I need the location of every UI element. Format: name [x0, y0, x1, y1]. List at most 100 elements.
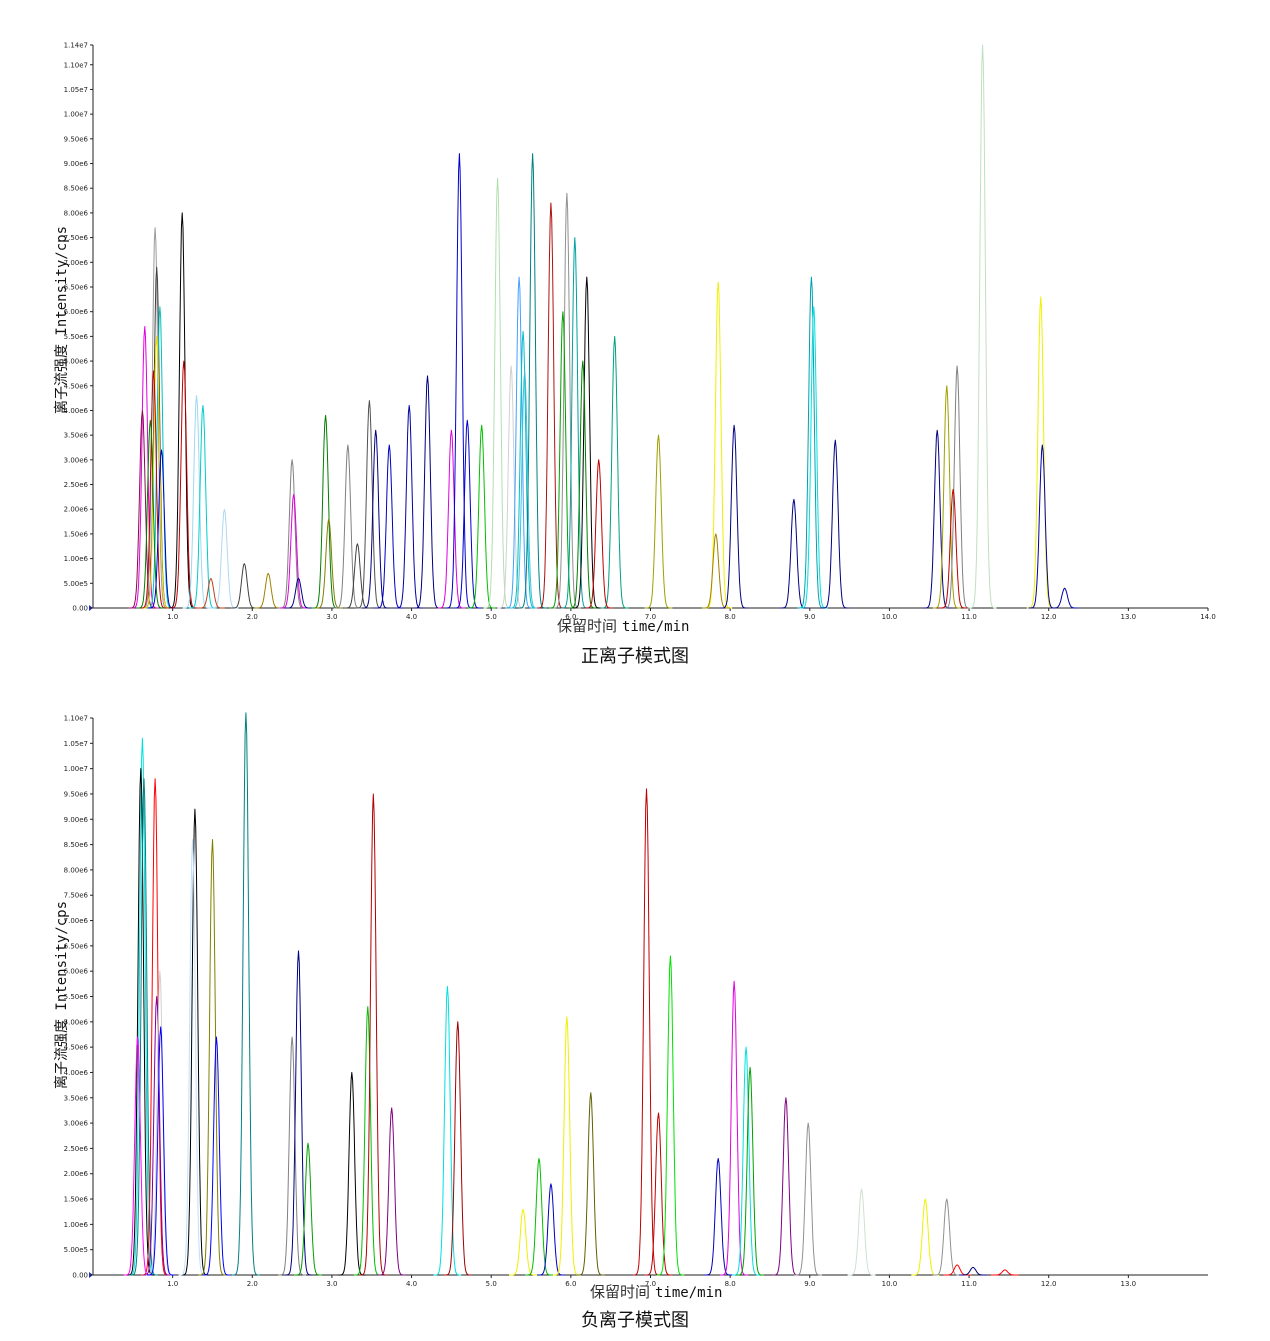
- negative-chromatogram-peak: [704, 1158, 733, 1276]
- negative-chromatogram-peak: [433, 985, 462, 1276]
- positive-x-tick-label: 12.0: [1041, 613, 1057, 621]
- positive-chromatogram-peak: [510, 370, 539, 609]
- positive-chromatogram-peak: [279, 493, 308, 609]
- positive-x-tick-label: 8.0: [725, 613, 736, 621]
- positive-chromatogram-peak: [343, 543, 372, 609]
- negative-chromatogram-peak: [181, 808, 209, 1276]
- negative-chromatogram-peak: [576, 1092, 605, 1276]
- positive-chromatogram-peak: [600, 335, 629, 609]
- positive-chart-title: 正离子模式图: [581, 646, 689, 667]
- positive-chromatogram-peak: [704, 281, 733, 609]
- negative-chart-title: 负离子模式图: [581, 1310, 689, 1331]
- positive-chromatogram-peak: [518, 153, 547, 609]
- positive-y-tick-label: 1.10e7: [64, 61, 88, 69]
- positive-y-tick-label: 2.50e6: [64, 481, 89, 489]
- positive-mode-chart: 0.00 5.00e5 1.00e6 1.50e6 2.00e6 2.50e6 3.00e6…: [53, 42, 1216, 668]
- negative-x-tick-label: 2.0: [247, 1280, 258, 1288]
- positive-chromatogram-peak: [797, 276, 826, 609]
- positive-y-tick-label: 4.00e6: [64, 407, 89, 415]
- negative-chromatogram-peak: [911, 1198, 940, 1276]
- positive-y-tick-label: 5.50e6: [64, 333, 89, 341]
- negative-y-axis-label: 离子流强度 Intensity/cps: [53, 901, 70, 1089]
- positive-chromatogram-peak: [141, 227, 170, 609]
- negative-y-tick-label: 6.50e6: [64, 942, 89, 950]
- negative-y-tick-label: 1.05e7: [64, 740, 88, 748]
- positive-chromatogram-peak: [923, 429, 952, 609]
- negative-y-tick-label: 4.50e6: [64, 1044, 89, 1052]
- negative-y-tick-label: 8.00e6: [64, 866, 89, 874]
- negative-mode-chart: 0.00 5.00e5 1.00e6 1.50e6 2.00e6 2.50e6 3.00e6…: [53, 712, 1208, 1331]
- positive-y-tick-label: 2.00e6: [64, 506, 89, 514]
- negative-chromatogram-peak: [377, 1107, 406, 1276]
- positive-chromatogram-peak: [1028, 444, 1057, 609]
- positive-y-tick-label: 3.50e6: [64, 432, 89, 440]
- negative-x-tick-label: 8.0: [725, 1280, 736, 1288]
- positive-axes: 0.00 5.00e5 1.00e6 1.50e6 2.00e6 2.50e6 3.00e6…: [64, 42, 1216, 622]
- positive-x-tick-label: 10.0: [882, 613, 898, 621]
- negative-x-tick-label: 6.0: [565, 1280, 576, 1288]
- negative-x-tick-label: 7.0: [645, 1280, 656, 1288]
- positive-x-tick-label: 6.0: [565, 613, 576, 621]
- positive-chromatogram-peak: [437, 429, 466, 609]
- positive-traces: [128, 44, 1079, 609]
- negative-chromatogram-peak: [353, 1006, 382, 1276]
- positive-chromatogram-peak: [146, 306, 174, 609]
- positive-y-tick-label: 1.00e7: [64, 111, 88, 119]
- positive-x-tick-label: 2.0: [247, 613, 258, 621]
- positive-y-tick-label: 6.50e6: [64, 283, 89, 291]
- positive-chromatogram-peak: [254, 572, 283, 609]
- positive-chromatogram-peak: [467, 424, 496, 609]
- positive-chromatogram-peak: [142, 335, 171, 609]
- positive-chromatogram-peak: [1026, 296, 1055, 609]
- negative-y-tick-label: 5.50e6: [64, 993, 89, 1001]
- positive-y-tick-label: 1.50e6: [64, 530, 89, 538]
- positive-y-tick-label: 9.00e6: [64, 160, 89, 168]
- negative-chromatogram-peak: [337, 1072, 366, 1276]
- positive-chromatogram-peak: [278, 459, 306, 609]
- negative-y-tick-label: 8.50e6: [64, 841, 89, 849]
- positive-y-tick-label: 1.14e7: [64, 42, 88, 50]
- positive-chromatogram-peak: [560, 237, 589, 609]
- negative-x-tick-label: 1.0: [167, 1280, 178, 1288]
- negative-chromatogram-peak: [772, 1097, 800, 1276]
- negative-chromatogram-peak: [509, 1208, 537, 1276]
- positive-x-tick-label: 13.0: [1121, 613, 1137, 621]
- positive-chromatogram-peak: [311, 414, 340, 609]
- negative-y-tick-label: 3.00e6: [64, 1120, 89, 1128]
- positive-chromatogram-peak: [284, 577, 313, 609]
- negative-x-tick-label: 3.0: [326, 1280, 337, 1288]
- negative-x-tick-label: 4.0: [406, 1280, 417, 1288]
- positive-y-tick-label: 7.50e6: [64, 234, 89, 242]
- negative-chromatogram-peak: [130, 778, 158, 1276]
- positive-y-tick-label: 3.00e6: [64, 456, 89, 464]
- negative-chromatogram-peak: [732, 1046, 760, 1276]
- positive-chromatogram-peak: [537, 202, 565, 609]
- negative-chromatogram-peak: [142, 996, 171, 1276]
- positive-y-tick-label: 6.00e6: [64, 308, 89, 316]
- negative-chromatogram-peak: [525, 1158, 553, 1276]
- positive-x-tick-label: 3.0: [326, 613, 337, 621]
- negative-y-tick-label: 1.00e6: [64, 1221, 89, 1229]
- positive-y-tick-label: 0.00: [72, 605, 88, 613]
- negative-chromatogram-peak: [644, 1112, 673, 1276]
- positive-chromatogram-peak: [361, 429, 390, 609]
- positive-chromatogram-peak: [821, 439, 850, 609]
- negative-chromatogram-peak: [847, 1188, 876, 1276]
- positive-chromatogram-peak: [943, 365, 972, 609]
- positive-y-axis-label: 离子流强度 Intensity/cps: [53, 226, 70, 414]
- positive-chromatogram-peak: [413, 375, 442, 609]
- negative-y-tick-label: 7.50e6: [64, 892, 89, 900]
- negative-chromatogram-peak: [537, 1183, 565, 1276]
- negative-y-tick-label: 6.00e6: [64, 968, 89, 976]
- positive-x-tick-label: 14.0: [1200, 613, 1216, 621]
- negative-x-axis-label-en: time/min: [655, 1285, 722, 1301]
- positive-chromatogram-peak: [189, 405, 217, 609]
- negative-chromatogram-peak: [932, 1198, 961, 1276]
- negative-x-tick-label: 9.0: [804, 1280, 815, 1288]
- positive-chromatogram-peak: [182, 395, 211, 609]
- positive-chromatogram-peak: [720, 424, 749, 609]
- positive-chromatogram-peak: [395, 405, 424, 609]
- positive-chromatogram-peak: [939, 489, 968, 609]
- positive-chromatogram-peak: [453, 419, 482, 609]
